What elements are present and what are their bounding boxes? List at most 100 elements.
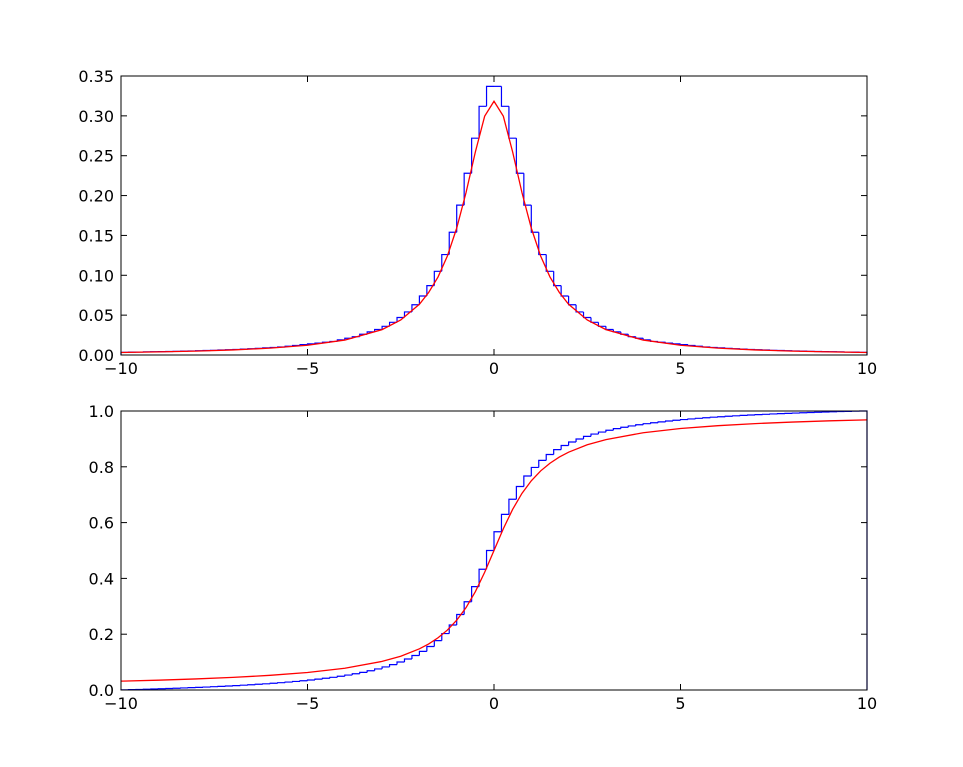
histogram-step xyxy=(679,343,688,346)
histogram-step xyxy=(620,426,629,429)
histogram-step xyxy=(485,85,494,107)
histogram-step xyxy=(568,296,577,306)
histogram-step xyxy=(433,640,442,647)
x-tick-label: 0 xyxy=(489,359,499,378)
histogram-step xyxy=(456,204,465,233)
histogram-step xyxy=(366,670,375,673)
x-tick-label: 5 xyxy=(675,359,685,378)
histogram-step xyxy=(418,650,427,656)
x-tick-label: −10 xyxy=(104,359,138,378)
histogram-step xyxy=(433,270,442,286)
histogram-step xyxy=(605,429,614,433)
y-tick-label: 0.0 xyxy=(89,681,114,700)
histogram-step xyxy=(530,466,539,477)
histogram-step xyxy=(299,680,308,682)
histogram-step xyxy=(396,316,405,323)
y-tick-label: 0.20 xyxy=(78,187,114,206)
histogram-step xyxy=(299,344,308,346)
histogram-step xyxy=(329,676,338,679)
histogram-step xyxy=(642,423,651,425)
histogram-step xyxy=(523,475,532,487)
histogram-step xyxy=(590,317,599,323)
histogram-step xyxy=(508,106,517,139)
histogram-step xyxy=(403,658,412,663)
histogram-step xyxy=(418,295,427,305)
histogram-step xyxy=(575,438,584,442)
histogram-step xyxy=(709,416,718,418)
histogram-step xyxy=(448,624,457,634)
histogram-step xyxy=(545,453,554,461)
histogram-step xyxy=(612,428,621,431)
histogram-step xyxy=(374,668,383,671)
histogram-step xyxy=(306,343,315,345)
y-tick-label: 0.8 xyxy=(89,458,114,477)
histogram-step xyxy=(269,682,278,684)
x-tick-label: 10 xyxy=(857,359,877,378)
histogram-step xyxy=(582,311,591,319)
x-tick-label: 10 xyxy=(857,694,877,713)
curve xyxy=(120,100,868,354)
histogram-step xyxy=(344,674,353,677)
histogram-step xyxy=(672,419,681,422)
histogram-step xyxy=(396,661,405,665)
histogram-step xyxy=(321,677,330,680)
histogram-step xyxy=(687,418,696,420)
histogram-step xyxy=(538,232,547,256)
x-tick-label: −5 xyxy=(296,694,320,713)
histogram-step xyxy=(471,586,480,602)
histogram-step xyxy=(650,422,659,424)
y-tick-label: 0.30 xyxy=(78,107,114,126)
histogram-step xyxy=(858,410,868,690)
y-tick-label: 0.2 xyxy=(89,625,114,644)
histogram-step xyxy=(314,678,323,680)
histogram-step xyxy=(441,253,450,272)
histogram-step xyxy=(702,417,711,419)
y-tick-label: 1.0 xyxy=(89,402,114,421)
histogram-step xyxy=(426,645,435,652)
histogram-step xyxy=(545,254,554,272)
histogram-step xyxy=(597,431,606,435)
histogram-step xyxy=(515,485,524,500)
x-tick-label: 5 xyxy=(675,694,685,713)
histogram-step xyxy=(381,666,390,669)
histogram-step xyxy=(388,664,398,667)
histogram-step xyxy=(493,531,502,551)
histogram-step xyxy=(351,673,360,676)
histogram-step xyxy=(478,568,487,587)
histogram-step xyxy=(500,513,509,532)
y-tick-label: 0.10 xyxy=(78,266,114,285)
histogram-step xyxy=(463,172,472,206)
histogram-step xyxy=(530,205,539,233)
histogram-step xyxy=(411,654,420,660)
histogram-step xyxy=(306,679,315,681)
y-tick-label: 0.6 xyxy=(89,514,114,533)
histogram-step xyxy=(359,671,368,674)
axes: −10 −5 0 5 10 0.00 0.05 0.10 0.15 0.20 0.25 0.30 0.3… xyxy=(78,67,877,378)
histogram-step xyxy=(553,449,562,455)
histogram-step xyxy=(448,231,457,255)
histogram-step xyxy=(627,425,636,428)
histogram-step xyxy=(336,675,345,678)
histogram-step xyxy=(381,325,390,330)
histogram-step xyxy=(605,326,614,331)
histogram-step xyxy=(426,285,435,297)
histogram-step xyxy=(478,105,487,139)
histogram-step xyxy=(568,441,577,446)
histogram-step xyxy=(284,681,293,683)
histogram-step xyxy=(582,435,591,439)
curve xyxy=(120,419,868,682)
y-tick-label: 0.05 xyxy=(78,306,114,325)
histogram-step xyxy=(635,424,644,426)
axes-frame xyxy=(120,75,868,356)
histogram-step xyxy=(388,321,398,327)
axes: −10 −5 0 5 10 0.0 0.2 0.4 0.6 0.8 1.0 xyxy=(89,402,878,713)
x-tick-label: −5 xyxy=(296,359,320,378)
histogram-step xyxy=(291,680,301,683)
histogram-step xyxy=(679,418,688,421)
y-tick-label: 0.4 xyxy=(89,569,114,588)
histogram-step xyxy=(664,420,674,422)
histogram-step xyxy=(441,632,450,641)
histogram-step xyxy=(560,444,569,450)
histogram-step xyxy=(508,498,517,515)
